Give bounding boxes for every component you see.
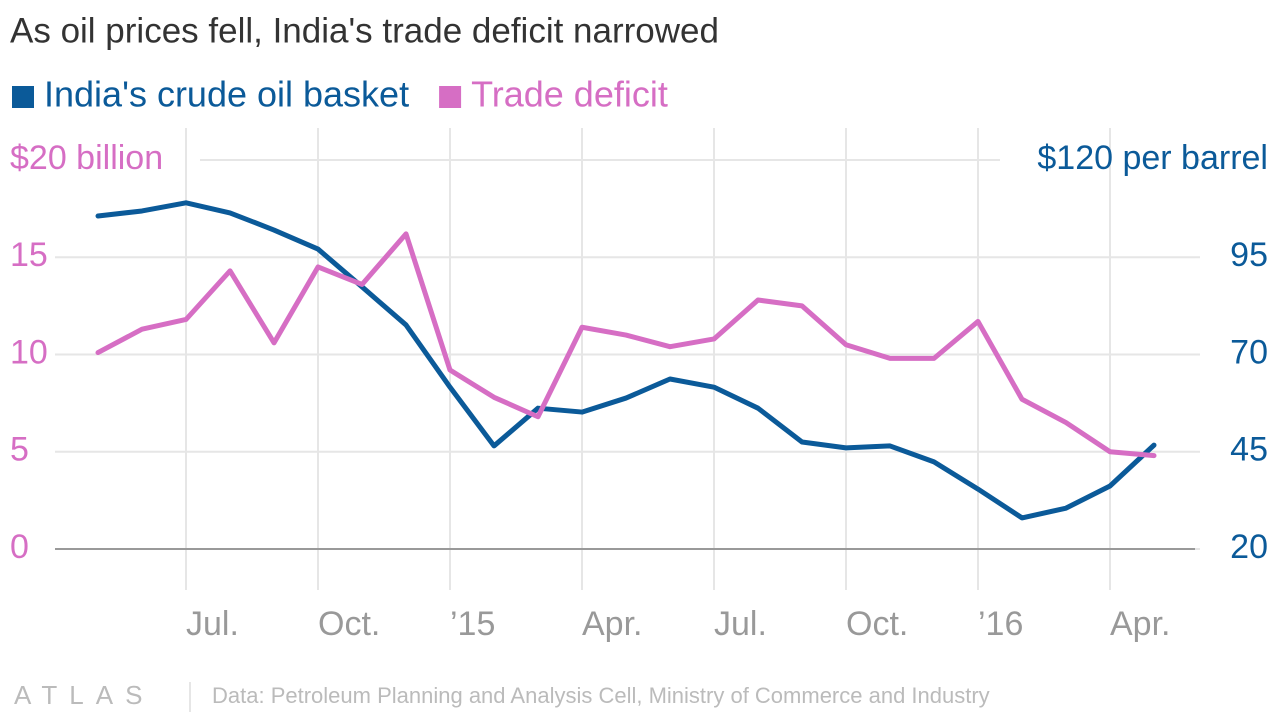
y2-tick-label: 95 (1230, 236, 1268, 274)
y-tick-label: 5 (10, 431, 29, 469)
y-tick-label: 10 (10, 333, 48, 371)
legend-swatch (439, 86, 462, 108)
y-tick-label: 0 (10, 528, 29, 566)
x-tick-label: Apr. (582, 605, 642, 643)
x-tick-label: Apr. (1110, 605, 1170, 643)
x-tick-label: Jul. (186, 605, 239, 643)
logo: ATLAS (14, 680, 154, 710)
line (95, 231, 1157, 459)
y-tick-label: $20 billion (10, 139, 163, 177)
x-tick-label: Jul. (714, 605, 767, 643)
x-tick-label: ’16 (978, 605, 1023, 643)
y2-tick-label: 45 (1230, 431, 1268, 469)
y-tick-label: 15 (10, 236, 48, 274)
legend-label: India's crude oil basket (44, 74, 409, 115)
y2-tick-label: $120 per barrel (1037, 139, 1268, 177)
y2-tick-label: 70 (1230, 333, 1268, 371)
source: Data: Petroleum Planning and Analysis Ce… (212, 683, 990, 708)
x-tick-label: Oct. (318, 605, 380, 643)
legend-label: Trade deficit (471, 74, 668, 115)
legend-swatch (12, 86, 34, 108)
chart-title: As oil prices fell, India's trade defici… (10, 11, 719, 50)
x-tick-label: Oct. (846, 605, 908, 643)
line (95, 200, 1157, 521)
y2-tick-label: 20 (1230, 528, 1268, 566)
x-tick-label: ’15 (450, 605, 495, 643)
